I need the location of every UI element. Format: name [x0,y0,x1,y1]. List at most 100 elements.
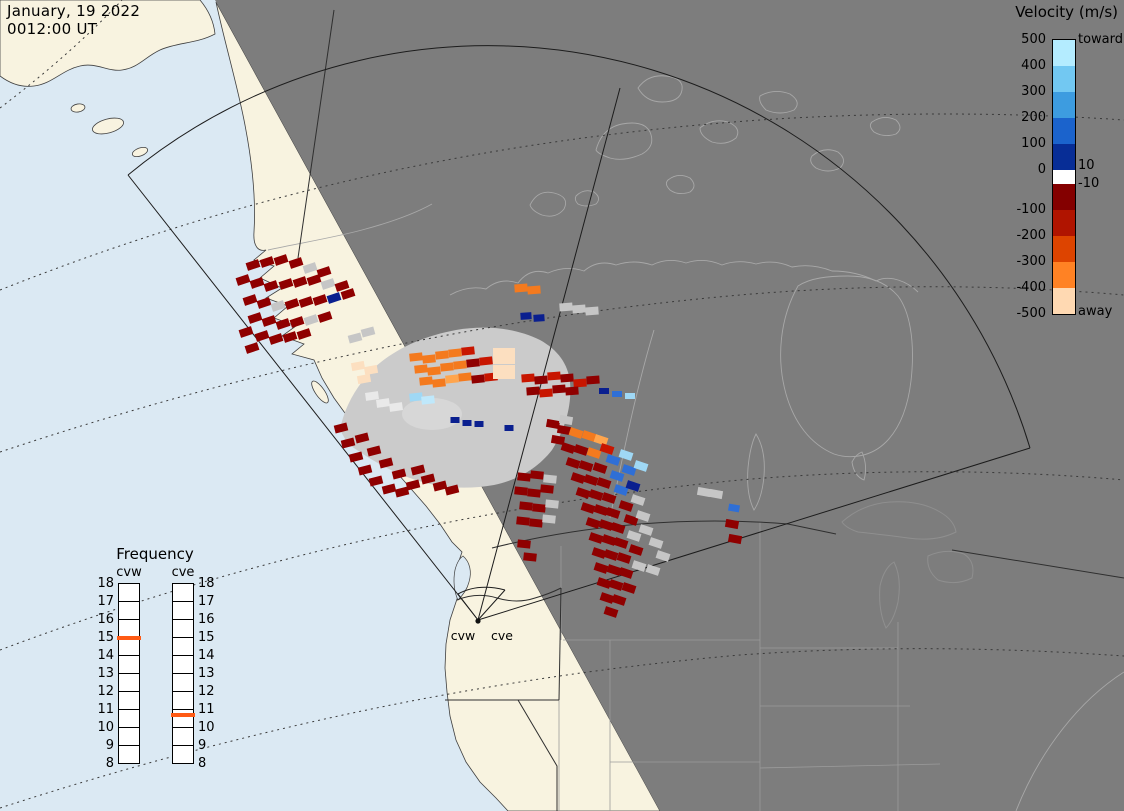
freq-tick-label: 14 [198,648,215,663]
freq-scale-box [172,619,194,638]
radar-echo-cell [534,375,548,385]
radar-echo-cell [613,537,629,549]
velocity-away-segment [1053,288,1075,314]
radar-echo-cell [605,454,621,466]
radar-echo-cell [479,356,493,366]
velocity-away-segment [1053,262,1075,288]
radar-echo-cell [526,386,540,396]
radar-echo-cell [727,503,741,513]
radar-echo-cell [655,550,671,562]
radar-echo-cell [621,582,637,594]
freq-scale-box [118,745,140,764]
freq-column-label-cvw: cvw [116,565,142,580]
date-text: January, 19 2022 [7,2,141,20]
haida-gwaii-island [311,380,329,404]
radar-echo-cell [560,442,576,454]
freq-tick-label: 10 [97,720,114,735]
freq-tick-label: 8 [105,756,114,771]
ca-nv-border [517,699,558,811]
velocity-toward-segment [1053,66,1075,92]
radar-echo-cell [628,544,644,556]
radar-echo-cell [585,517,601,529]
radar-site-dot [475,618,481,624]
radar-echo-cell [493,348,515,364]
radar-echo-cell [560,373,574,383]
radar-echo-cell [350,360,366,372]
great-lakes [841,501,974,629]
island [131,146,149,158]
radar-echo-cell [235,274,251,286]
freq-tick-label: 12 [198,684,215,699]
radar-echo-cell [727,533,743,545]
radar-echo-cell [573,444,589,456]
radar-echo-cell [363,364,379,376]
freq-tick-label: 12 [97,684,114,699]
radar-echo-cell [289,316,305,328]
radar-echo-cell [578,460,594,472]
radar-echo-cell [539,388,553,398]
radar-echo-cell [462,420,472,426]
radar-echo-cell [568,427,584,439]
radar-echo-cell [599,443,615,455]
island [92,117,124,135]
radar-echo-cell [249,277,265,289]
radar-echo-cell [599,388,609,394]
radar-echo-cell [419,376,433,386]
radar-echo-cell [532,503,546,513]
radar-echo-cell [514,283,528,293]
radar-echo-cell [570,472,586,484]
frequency-legend-title: Frequency [116,545,194,563]
radar-echo-cell [261,315,277,327]
radar-echo-cell [591,547,607,559]
radar-echo-cell [409,392,423,402]
radar-echo-cell [708,488,724,500]
radar-echo-cell [414,364,428,374]
radar-echo-cell [317,311,333,323]
freq-scale-box [118,655,140,674]
radar-echo-cell [572,304,586,314]
freq-tick-label: 17 [198,594,215,609]
freq-scale-box [172,709,194,728]
freq-scale-box [172,637,194,656]
radar-echo-cell [648,537,664,549]
radar-echo-cell [427,366,441,376]
radar-echo-cell [247,312,263,324]
state-borders [558,522,941,811]
velocity-zero-segment [1053,170,1075,184]
freq-scale-box [172,601,194,620]
away-label: away [1078,304,1113,319]
radar-echo-cell [521,373,535,383]
radar-echo-cell [565,386,579,396]
radar-echo-cell [514,486,528,496]
radar-echo-cell [558,414,574,426]
velocity-tick-label: -500 [1016,306,1046,321]
freq-tick-label: 18 [97,576,114,591]
radar-echo-cell [326,292,342,304]
radar-echo-cell [357,464,373,476]
radar-echo-cell [458,372,472,382]
radar-echo-cell [302,262,318,274]
zero-minus-tick: -10 [1078,176,1100,191]
wa-or-border [456,587,562,602]
radar-echo-cell [696,486,712,498]
radar-echo-cell [296,328,312,340]
freq-tick-label: 18 [198,576,215,591]
radar-echo-cell [608,579,624,591]
radar-echo-cell [580,502,596,514]
radar-echo-cell [559,302,573,312]
radar-echo-cell [312,294,328,306]
radar-echo-cell [263,280,279,292]
radar-echo-cell [540,484,554,494]
radar-echo-cell [635,510,651,522]
freq-tick-label: 11 [97,702,114,717]
radar-echo-cell [575,487,591,499]
radar-echo-cell [432,480,448,492]
freq-column-label-cve: cve [171,565,195,580]
freq-tick-label: 14 [97,648,114,663]
freq-scale-box [118,583,140,602]
radar-echo-cell [631,560,647,572]
ground-scatter-bright-patch [402,398,462,430]
freq-scale-box [172,655,194,674]
radar-echo-cell [592,462,608,474]
